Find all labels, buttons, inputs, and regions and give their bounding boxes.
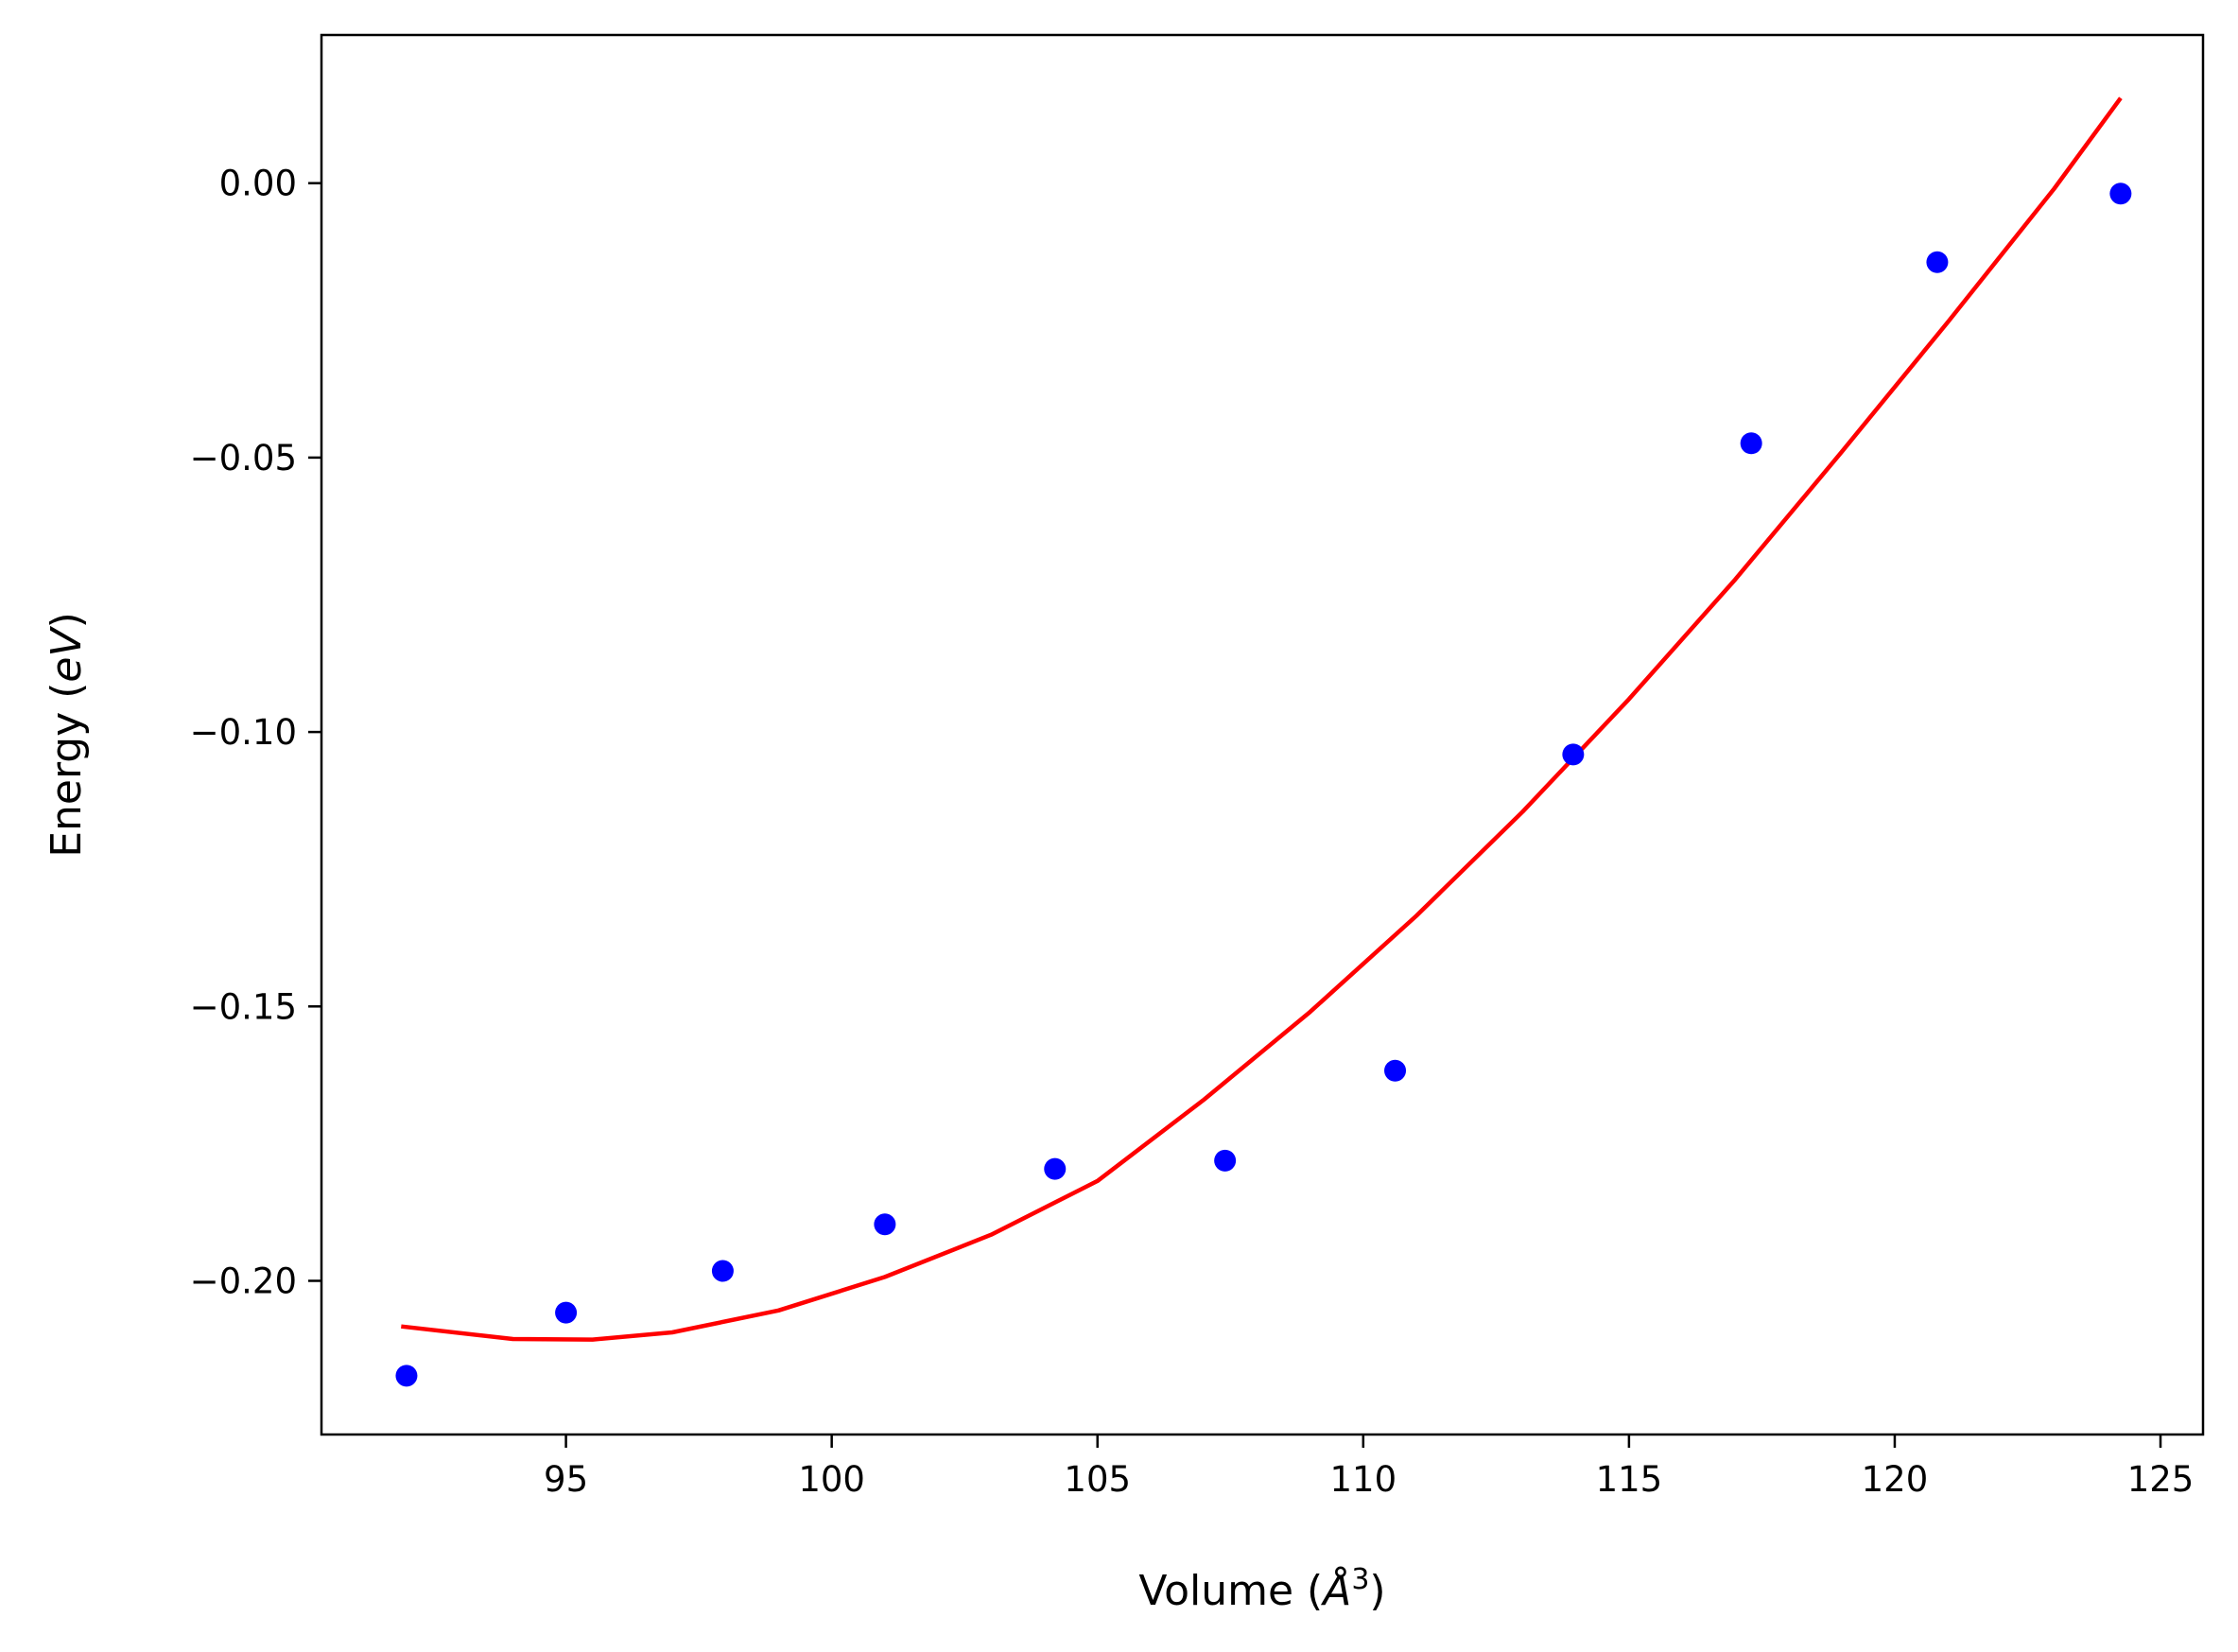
data-point [1384,1059,1407,1082]
x-tick-label: 110 [1329,1459,1397,1500]
plot-area [321,35,2203,1435]
y-axis-ticks: 0.00 −0.05 −0.10 −0.15 −0.20 [190,164,321,1301]
y-tick-label: 0.00 [219,164,297,204]
y-tick-label: −0.05 [190,438,297,478]
x-tick-label: 105 [1064,1459,1131,1500]
data-point [1562,743,1585,766]
y-tick-label: −0.15 [190,986,297,1027]
y-axis-label: Energy (eV) [43,612,91,858]
x-tick-label: 95 [544,1459,588,1500]
data-point [874,1213,896,1236]
data-point [2109,183,2132,205]
data-point [555,1301,578,1324]
y-tick-label: −0.20 [190,1261,297,1301]
data-point [1740,432,1762,455]
x-tick-label: 115 [1596,1459,1663,1500]
fit-curve [401,96,2123,1342]
y-tick-label: −0.10 [190,712,297,753]
data-point [1044,1157,1067,1180]
x-tick-label: 100 [798,1459,865,1500]
data-points-layer [395,183,2132,1387]
x-axis-ticks: 95 100 105 110 115 120 125 [544,1435,2194,1500]
x-tick-label: 120 [1862,1459,1929,1500]
data-point [711,1260,734,1282]
plot-frame [320,33,2205,1436]
x-tick-label: 125 [2127,1459,2195,1500]
data-point [1214,1149,1237,1172]
x-axis-label: Volume (Å3) [1138,1563,1385,1616]
fit-curve-layer [401,96,2123,1342]
data-point [1926,251,1949,273]
data-point [395,1365,418,1387]
